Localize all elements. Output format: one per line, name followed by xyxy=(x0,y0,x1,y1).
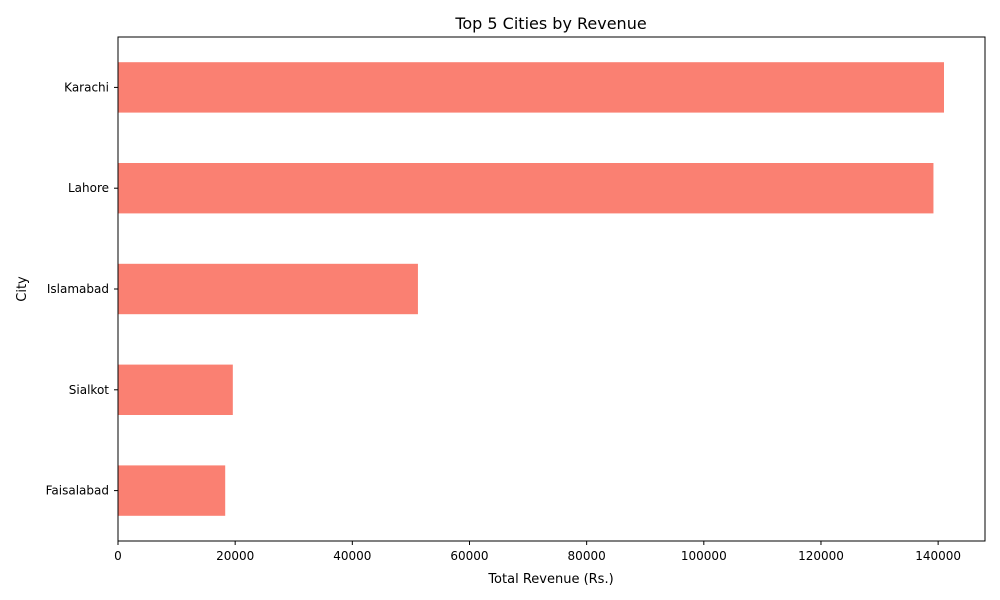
y-tick-label: Sialkot xyxy=(69,383,110,397)
y-tick-label: Karachi xyxy=(64,80,109,94)
x-axis-ticks: 0 20000 40000 60000 80000 100000 120000 140000 xyxy=(114,541,961,563)
x-tick-label: 120000 xyxy=(798,549,844,563)
x-tick-label: 40000 xyxy=(333,549,371,563)
y-axis-ticks: Karachi Lahore Islamabad Sialkot Faisalabad xyxy=(46,80,118,498)
x-tick-label: 140000 xyxy=(915,549,961,563)
x-tick-label: 60000 xyxy=(450,549,488,563)
bar-islamabad xyxy=(118,263,418,315)
y-tick-label: Lahore xyxy=(68,181,109,195)
y-tick-label: Faisalabad xyxy=(46,484,109,498)
bar-sialkot xyxy=(118,364,233,415)
x-tick-label: 0 xyxy=(114,549,122,563)
bar-lahore xyxy=(118,163,934,214)
x-tick-label: 100000 xyxy=(681,549,727,563)
bar-faisalabad xyxy=(118,465,226,516)
y-tick-label: Islamabad xyxy=(47,282,109,296)
plot-frame xyxy=(117,36,986,542)
bar-karachi xyxy=(118,62,944,113)
chart-title: Top 5 Cities by Revenue xyxy=(454,14,646,33)
x-axis-label: Total Revenue (Rs.) xyxy=(487,572,613,587)
bars-group xyxy=(118,62,944,516)
x-tick-label: 80000 xyxy=(568,549,606,563)
x-tick-label: 20000 xyxy=(216,549,254,563)
y-axis-label: City xyxy=(15,276,30,302)
